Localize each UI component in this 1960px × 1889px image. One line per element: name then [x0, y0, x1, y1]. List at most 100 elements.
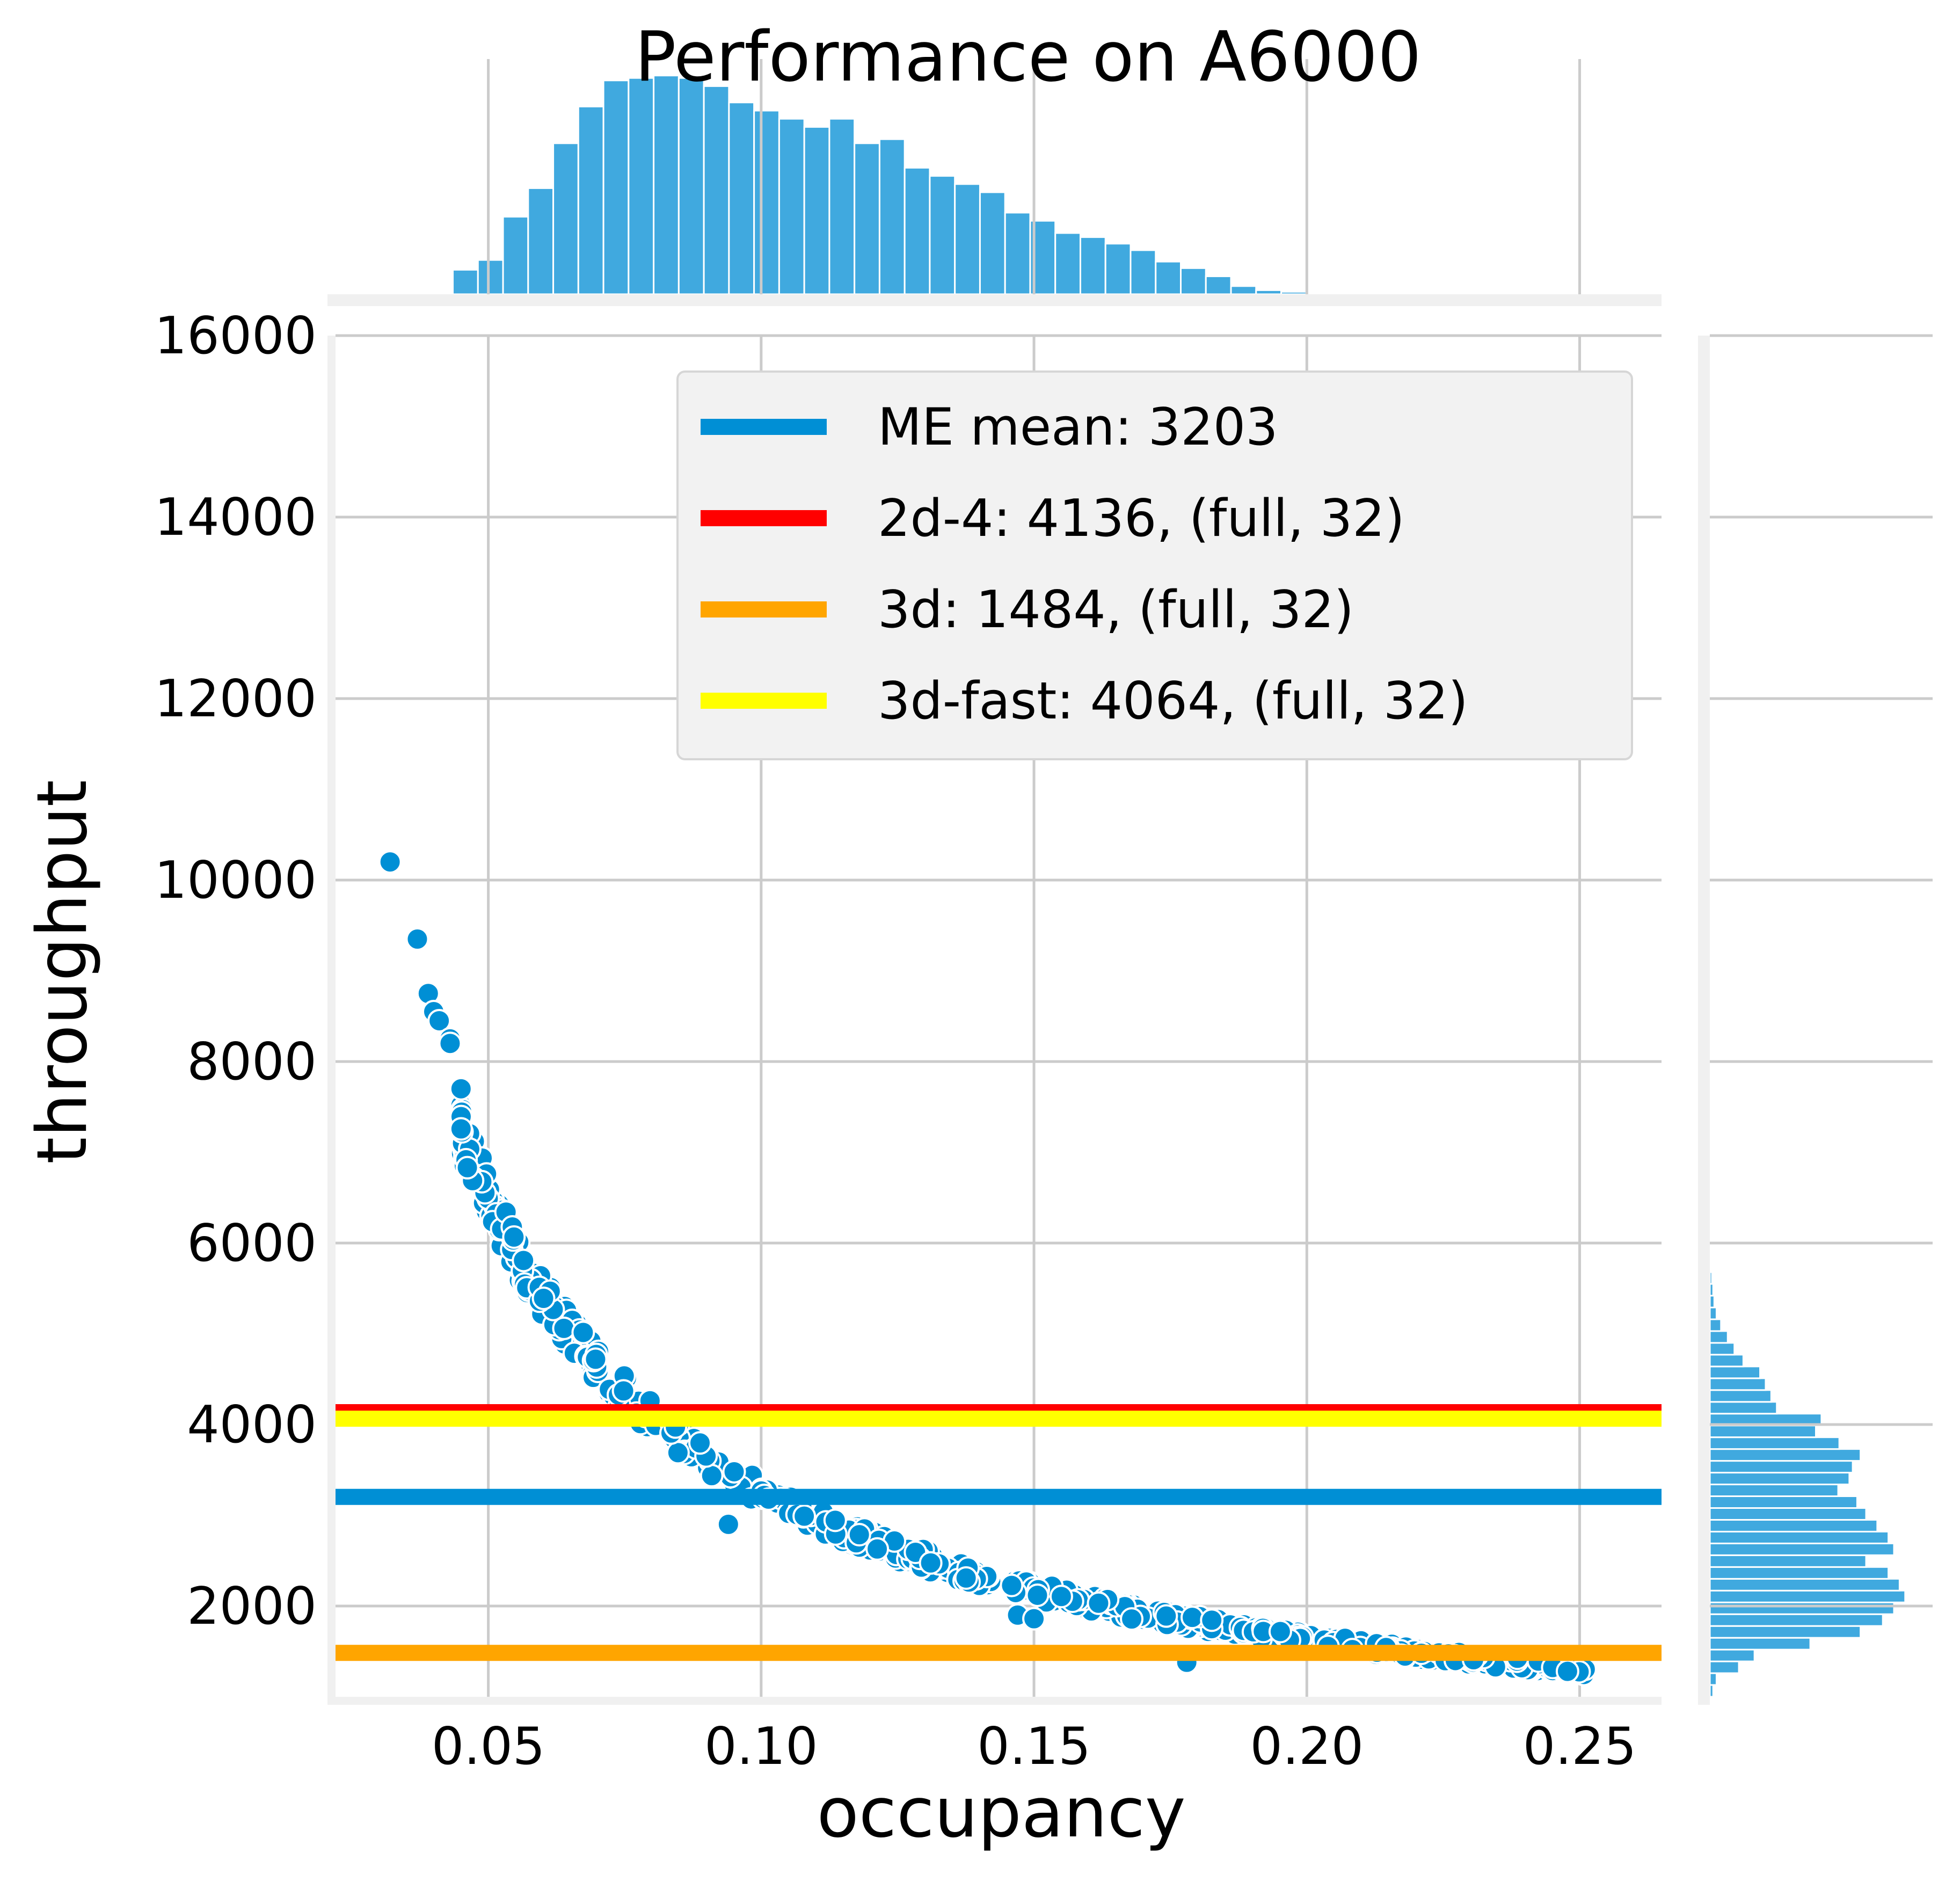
right-hist-bar: [1709, 1660, 1740, 1674]
scatter-point: [1180, 1605, 1204, 1630]
x-tick-label: 0.15: [977, 1717, 1091, 1776]
scatter-point: [1154, 1604, 1178, 1628]
legend: ME mean: 3203 2d-4: 4136, (full, 32) 3d: 1…: [676, 370, 1633, 760]
right-hist-spine: [1698, 336, 1710, 1705]
y-tick-label: 16000: [155, 307, 317, 366]
right-hist-bar: [1709, 1507, 1867, 1521]
right-marginal-histogram: [1709, 1259, 1906, 1698]
top-hist-bar: [628, 77, 655, 295]
top-hist-bar: [653, 75, 680, 295]
top-hist-bar: [728, 101, 755, 295]
scatter-point: [502, 1225, 526, 1249]
reference-lines: [336, 1404, 1662, 1661]
top-hist-bar: [1179, 267, 1207, 295]
scatter-point: [700, 1464, 724, 1488]
top-hist-bar: [979, 191, 1006, 295]
top-hist-bar: [1155, 260, 1182, 295]
scatter-point: [847, 1523, 871, 1547]
legend-label: ME mean: 3203: [878, 398, 1278, 457]
scatter-point: [512, 1248, 536, 1273]
scatter-point: [571, 1320, 595, 1345]
top-hist-bar: [1205, 275, 1232, 295]
top-hist-bar: [904, 166, 931, 295]
x-tick-label: 0.25: [1523, 1717, 1637, 1776]
chart-title: Performance on A6000: [635, 17, 1421, 97]
scatter-point: [722, 1459, 746, 1484]
scatter-point: [427, 1008, 451, 1033]
right-hist-bar: [1709, 1389, 1772, 1403]
x-tick-label: 0.05: [432, 1717, 545, 1776]
top-hist-bar: [1255, 289, 1283, 295]
right-hist-bar: [1709, 1295, 1715, 1309]
top-hist-bar: [477, 259, 504, 295]
right-hist-bar: [1709, 1484, 1839, 1498]
scatter-point: [1120, 1607, 1144, 1631]
top-hist-bar: [1280, 290, 1307, 295]
x-tick-label: 0.10: [704, 1717, 818, 1776]
right-hist-bar: [1709, 1625, 1862, 1639]
right-hist-bar: [1709, 1684, 1714, 1698]
right-hist-bar: [1709, 1425, 1817, 1438]
right-hist-bar: [1709, 1672, 1717, 1686]
y-tick-label: 6000: [187, 1214, 317, 1273]
right-hist-bar: [1709, 1283, 1714, 1297]
right-hist-bar: [1709, 1436, 1840, 1450]
scatter-point: [792, 1504, 817, 1528]
scatter-point: [438, 1031, 462, 1056]
bottom-spine: [327, 1697, 1662, 1705]
top-hist-bar: [753, 110, 780, 295]
top-hist-bar: [602, 79, 630, 295]
top-hist-bar: [1054, 232, 1081, 295]
top-hist-bar: [677, 77, 705, 295]
top-marginal-histogram: [452, 75, 1307, 295]
scatter-point: [584, 1347, 608, 1371]
x-axis-label: occupancy: [817, 1773, 1185, 1853]
scatter-point: [1022, 1607, 1046, 1631]
scatter-point: [611, 1379, 636, 1403]
scatter-point: [405, 927, 429, 951]
y-tick-label: 14000: [155, 488, 317, 547]
left-spine: [327, 336, 336, 1705]
right-hist-bar: [1709, 1601, 1895, 1615]
right-hist-bar: [1709, 1354, 1744, 1368]
top-hist-bar: [803, 126, 830, 295]
right-hist-bar: [1709, 1377, 1767, 1391]
right-hist-bar: [1709, 1330, 1729, 1344]
right-hist-bar: [1709, 1365, 1761, 1379]
scatter-point: [1555, 1659, 1579, 1683]
top-hist-bar: [1130, 249, 1157, 295]
scatter-point: [1268, 1619, 1292, 1644]
scatter-point: [552, 1316, 576, 1340]
top-hist-bar: [527, 187, 555, 295]
right-hist-bar: [1709, 1448, 1862, 1462]
scatter-point: [954, 1566, 978, 1590]
right-hist-bar: [1709, 1460, 1854, 1474]
right-hist-bar: [1709, 1495, 1858, 1509]
scatter-point: [1087, 1591, 1111, 1615]
legend-label: 2d-4: 4136, (full, 32): [878, 489, 1405, 548]
x-tick-label: 0.20: [1250, 1717, 1364, 1776]
top-hist-spine: [327, 294, 1662, 306]
main-plot-area: [327, 294, 1710, 1705]
top-hist-bar: [1079, 236, 1106, 295]
scatter-point: [666, 1441, 690, 1465]
top-hist-bar: [828, 118, 856, 295]
scatter-point: [455, 1156, 479, 1180]
top-hist-bar: [778, 118, 805, 295]
top-hist-bar: [929, 175, 956, 295]
y-axis-label: throughput: [23, 780, 103, 1164]
right-hist-bar: [1709, 1542, 1895, 1556]
scatter-point: [823, 1508, 847, 1532]
scatter-point: [1200, 1608, 1224, 1632]
right-hist-bar: [1709, 1259, 1712, 1273]
right-hist-bar: [1709, 1318, 1722, 1332]
right-hist-bar: [1709, 1578, 1900, 1592]
right-hist-bar: [1709, 1613, 1884, 1627]
scatter-point: [531, 1287, 556, 1311]
scatter-point: [1025, 1583, 1050, 1607]
scatter-point: [716, 1512, 740, 1536]
top-hist-bar: [1004, 212, 1031, 295]
top-hist-bar: [577, 105, 604, 295]
y-tick-label: 4000: [187, 1396, 317, 1455]
